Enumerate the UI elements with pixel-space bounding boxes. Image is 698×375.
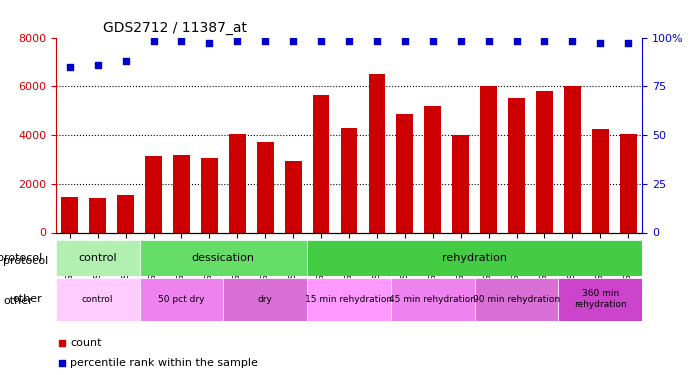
Text: percentile rank within the sample: percentile rank within the sample: [70, 358, 258, 368]
FancyBboxPatch shape: [307, 240, 642, 276]
Point: [232, 38, 243, 44]
Point: [455, 38, 466, 44]
Text: control: control: [78, 253, 117, 263]
Point: [148, 38, 159, 44]
Point: [567, 38, 578, 44]
Point: [595, 40, 606, 46]
Bar: [257, 142, 274, 232]
Bar: [201, 158, 218, 232]
Bar: [592, 129, 609, 232]
Bar: [480, 86, 497, 232]
Text: 90 min rehydration: 90 min rehydration: [473, 295, 560, 304]
Bar: [173, 154, 190, 232]
Text: 360 min
rehydration: 360 min rehydration: [574, 290, 627, 309]
FancyBboxPatch shape: [140, 240, 307, 276]
Text: 50 pct dry: 50 pct dry: [158, 295, 205, 304]
FancyBboxPatch shape: [56, 240, 140, 276]
Bar: [313, 95, 329, 232]
Point: [427, 38, 438, 44]
Text: other: other: [3, 296, 34, 306]
Bar: [145, 156, 162, 232]
Text: other: other: [12, 294, 42, 304]
Bar: [564, 86, 581, 232]
Bar: [117, 195, 134, 232]
Text: dessication: dessication: [192, 253, 255, 263]
Text: protocol: protocol: [0, 253, 42, 263]
Point: [623, 40, 634, 46]
Bar: [229, 134, 246, 232]
Point: [399, 38, 410, 44]
Point: [396, 237, 408, 243]
Bar: [536, 91, 553, 232]
FancyBboxPatch shape: [223, 278, 307, 321]
Text: GDS2712 / 11387_at: GDS2712 / 11387_at: [103, 21, 247, 35]
FancyBboxPatch shape: [475, 278, 558, 321]
Text: 15 min rehydration: 15 min rehydration: [306, 295, 392, 304]
Bar: [508, 99, 525, 232]
Text: protocol: protocol: [3, 256, 49, 266]
Point: [539, 38, 550, 44]
Text: dry: dry: [258, 295, 273, 304]
Bar: [89, 198, 106, 232]
Bar: [369, 74, 385, 232]
Point: [64, 64, 75, 70]
Bar: [424, 106, 441, 232]
FancyBboxPatch shape: [56, 278, 140, 321]
Point: [483, 38, 494, 44]
Point: [204, 40, 215, 46]
Point: [288, 38, 299, 44]
Point: [371, 38, 383, 44]
Bar: [61, 197, 78, 232]
Point: [511, 38, 522, 44]
Bar: [341, 128, 357, 232]
FancyBboxPatch shape: [558, 278, 642, 321]
Point: [343, 38, 355, 44]
Point: [92, 62, 103, 68]
Point: [260, 38, 271, 44]
Point: [315, 38, 327, 44]
Bar: [620, 134, 637, 232]
FancyBboxPatch shape: [307, 278, 391, 321]
Text: count: count: [70, 338, 102, 348]
Point: [176, 38, 187, 44]
Point: [396, 60, 408, 66]
Bar: [452, 135, 469, 232]
FancyBboxPatch shape: [391, 278, 475, 321]
Bar: [285, 160, 302, 232]
Text: 45 min rehydration: 45 min rehydration: [389, 295, 476, 304]
Bar: [396, 114, 413, 232]
FancyBboxPatch shape: [140, 278, 223, 321]
Text: rehydration: rehydration: [442, 253, 507, 263]
Text: control: control: [82, 295, 114, 304]
Point: [120, 58, 131, 64]
